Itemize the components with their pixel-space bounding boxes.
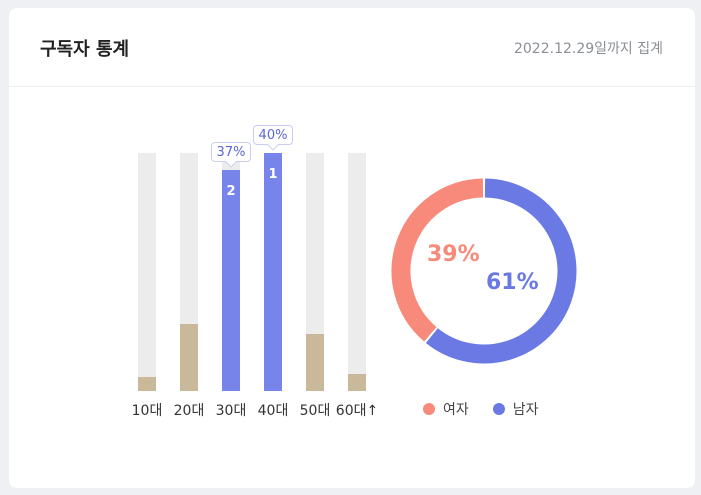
bar-age-4 [264,153,282,391]
legend-item-female: 여자 [423,399,469,419]
legend-label-male: 남자 [512,402,539,418]
bar-age-1 [138,377,156,391]
bar-rank-age-4: 1 [268,167,278,182]
bar-rank-age-3: 2 [226,184,236,199]
bar-tooltip-age-3: 37% [211,142,251,162]
bar-track-age-5 [306,153,324,391]
female-dot-icon [423,403,435,415]
aggregation-date: 2022.12.29일까지 집계 [513,41,663,57]
male-dot-icon [492,403,505,415]
x-tick-label-age-4: 40대 [257,403,289,419]
bar-age-3 [222,170,240,391]
bar-age-6 [348,374,366,391]
x-tick-label-age-2: 20대 [173,403,205,419]
subscriber-stats-card: 구독자 통계 2022.12.29일까지 집계 10대 20대 2 37% 30대 1 40… [9,8,695,488]
bar-age-5 [306,334,324,391]
gender-donut-chart [391,178,577,364]
age-bar-chart: 10대 20대 2 37% 30대 1 40% 40대 50대 60대↑ [9,8,695,488]
donut-slice-female [391,178,484,342]
female-percent-label: 39% [427,242,480,267]
legend-item-male: 남자 [492,399,539,419]
bar-track-age-6 [348,153,366,391]
bar-tooltip-age-4: 40% [253,125,293,145]
legend-label-female: 여자 [443,402,469,418]
bar-age-2 [180,324,198,391]
card-title: 구독자 통계 [40,39,130,60]
male-percent-label: 61% [486,270,539,295]
bar-track-age-1 [138,153,156,391]
x-tick-label-age-6: 60대↑ [335,403,379,419]
donut-slice-male [425,178,577,364]
x-tick-label-age-3: 30대 [215,403,247,419]
x-tick-label-age-5: 50대 [299,403,331,419]
x-tick-label-age-1: 10대 [131,403,163,419]
card-header: 구독자 통계 2022.12.29일까지 집계 [9,8,695,87]
gender-legend: 여자 남자 [423,399,539,419]
